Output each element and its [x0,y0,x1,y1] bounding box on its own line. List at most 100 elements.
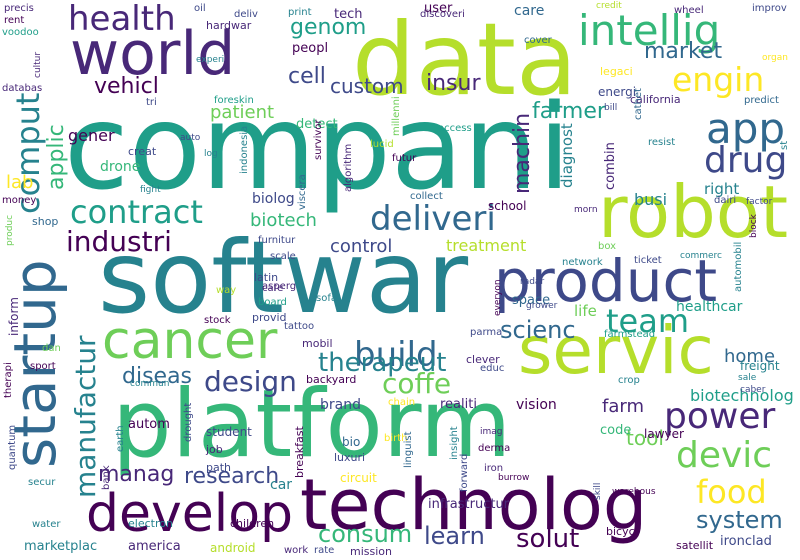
word: children [230,517,275,530]
word: brand [320,397,361,413]
word: consum [318,520,413,548]
word: farmer [532,99,606,124]
word: school [488,199,527,213]
word: drug [704,140,788,181]
word: radar [520,277,545,287]
word: network [562,257,603,268]
word: autom [128,417,170,432]
word: devic [676,435,773,476]
word: clever [466,353,500,366]
word: cathet [633,88,644,120]
word: circuit [340,471,377,485]
word: realiti [440,397,477,412]
word: therapi [3,362,14,398]
word: foreskin [214,95,254,106]
word: birth [384,433,408,444]
word: world [70,19,236,89]
word: space [512,293,551,308]
word: collect [410,191,443,202]
word: america [128,539,181,554]
word: insight [449,426,460,460]
word: applic [44,124,69,190]
word: indonesia [239,125,250,174]
word: engin [672,60,765,99]
word: bill [604,103,618,113]
word: control [330,236,393,257]
word: design [204,365,297,398]
word: peopl [292,41,329,56]
word: biotech [250,210,317,231]
word: therapeut [318,348,447,378]
word: oil [194,3,206,14]
word: job [206,443,223,456]
word: market [644,39,723,64]
word: dan [42,343,61,354]
word: backyard [306,373,357,386]
word: stock [204,315,231,326]
word: farmstead [604,329,656,340]
word: bank [101,465,112,490]
word: research [184,464,280,489]
word: iron [484,463,504,474]
word: develop [86,484,294,544]
word: genom [290,15,367,40]
word: bio [342,435,361,449]
word: insur [426,71,481,96]
word: algorithm [343,143,354,192]
word: rent [4,15,25,26]
word: robot [598,170,789,254]
word: quantum [7,424,18,470]
word: vehicl [94,74,159,99]
word: hardwar [206,19,252,32]
word: coffe [382,367,452,400]
word: user [424,1,453,16]
word: databas [2,83,43,94]
word: auto [180,133,201,143]
word: rate [314,545,335,556]
word: sofa [316,293,337,304]
word: platform [112,370,512,479]
word: box [598,241,617,252]
word: cell [288,64,326,89]
word: millenni [391,96,402,136]
word: chain [388,397,416,408]
word: tool [626,426,664,450]
word: life [574,302,597,320]
word: produc [5,214,15,246]
word: sale [738,373,757,383]
word: power [664,396,776,437]
word: warehous [612,487,656,497]
word: cultur [33,51,43,78]
word: contract [70,193,203,231]
word: commun [130,379,170,389]
word: california [630,93,681,106]
word: patient [210,102,275,123]
word: gener [68,126,115,145]
word: derma [478,443,511,454]
word: scale [270,251,296,262]
word: survivor [313,119,324,160]
word: tech [334,7,363,22]
word: technolog [300,464,648,546]
word: learn [424,522,485,550]
word: parma [470,327,503,338]
word: forward [459,453,470,492]
word: deliv [234,9,258,20]
word: linguist [403,431,414,469]
word: board [258,297,287,308]
word: imag [480,427,503,437]
word: care [514,3,545,19]
word: commerc [680,251,722,261]
word: mobil [302,337,333,350]
word: deliveri [370,199,496,239]
word: organ [762,53,788,63]
word: car [270,477,293,493]
word: drought [183,402,194,442]
word: drone [100,159,141,175]
word: discoveri [420,9,465,20]
word: sport [30,361,56,372]
word: servic [518,312,714,389]
word: student [206,425,252,439]
word: creat [128,145,157,158]
word: print [288,7,312,18]
